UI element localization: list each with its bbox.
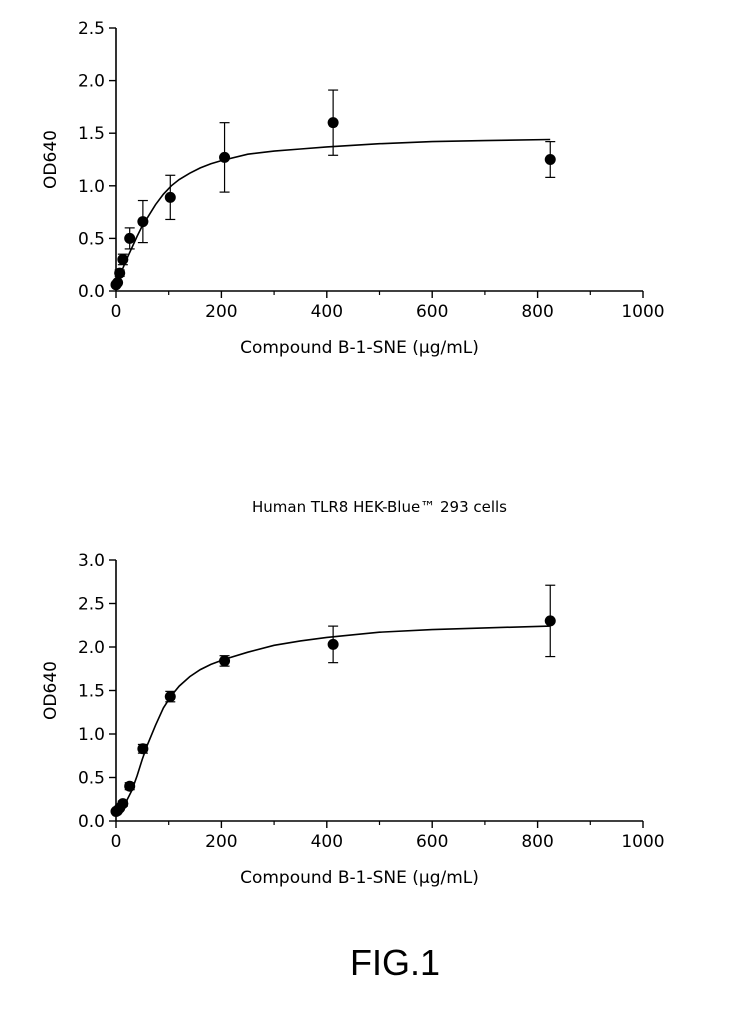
chart-top: 0.0 0.5 1.0 1.5 2.0 2.5 0 200 400 600 800 1000 Compo… <box>41 19 665 358</box>
data-point <box>327 638 339 650</box>
x-tick-label: 400 <box>311 832 343 852</box>
y-tick-label: 0.5 <box>78 229 105 249</box>
y-tick-label: 2.0 <box>78 638 105 658</box>
data-point <box>114 267 126 279</box>
y-tick-label: 0.5 <box>78 769 105 789</box>
fit-curve <box>115 138 551 288</box>
chart-title: Human TLR8 HEK-Blue™ 293 cells <box>252 498 507 516</box>
data-point <box>117 798 129 810</box>
x-tick-label: 1000 <box>621 832 664 852</box>
y-tick-label: 1.5 <box>78 124 105 144</box>
data-point <box>219 655 231 667</box>
data-point <box>544 615 556 627</box>
x-tick-label: 600 <box>416 832 448 852</box>
figure-label: FIG.1 <box>350 942 440 983</box>
y-tick-label: 2.0 <box>78 72 105 92</box>
y-axis-label: OD640 <box>41 661 61 720</box>
data-point <box>124 780 136 792</box>
x-tick-label: 200 <box>205 832 237 852</box>
y-tick-label: 0.0 <box>78 282 105 302</box>
x-axis-label: Compound B-1-SNE (μg/mL) <box>240 338 479 358</box>
x-tick-label: 0 <box>111 832 122 852</box>
y-tick-label: 2.5 <box>78 595 105 615</box>
y-tick-label: 3.0 <box>78 551 105 571</box>
data-point <box>219 151 231 163</box>
y-tick-label: 1.5 <box>78 682 105 702</box>
y-tick-label: 2.5 <box>78 19 105 39</box>
y-tick-label: 1.0 <box>78 725 105 745</box>
x-tick-label: 1000 <box>621 302 664 322</box>
x-tick-label: 800 <box>521 832 553 852</box>
data-point <box>327 117 339 129</box>
x-tick-label: 0 <box>111 302 122 322</box>
fit-curve <box>115 625 551 814</box>
data-point <box>544 154 556 165</box>
data-point <box>164 691 176 703</box>
x-axis-label: Compound B-1-SNE (μg/mL) <box>240 868 479 888</box>
data-point <box>137 216 149 228</box>
x-tick-label: 200 <box>205 302 237 322</box>
chart-bottom: Human TLR8 HEK-Blue™ 293 cells 0.0 0.5 1.0 1… <box>41 498 665 888</box>
data-point <box>117 253 129 265</box>
y-tick-label: 1.0 <box>78 177 105 197</box>
x-tick-label: 800 <box>521 302 553 322</box>
x-tick-label: 400 <box>311 302 343 322</box>
data-point <box>124 232 136 244</box>
x-tick-label: 600 <box>416 302 448 322</box>
data-point <box>164 191 176 203</box>
y-tick-label: 0.0 <box>78 812 105 832</box>
data-point <box>137 743 149 755</box>
y-axis-label: OD640 <box>41 130 61 189</box>
data-point <box>112 277 124 289</box>
